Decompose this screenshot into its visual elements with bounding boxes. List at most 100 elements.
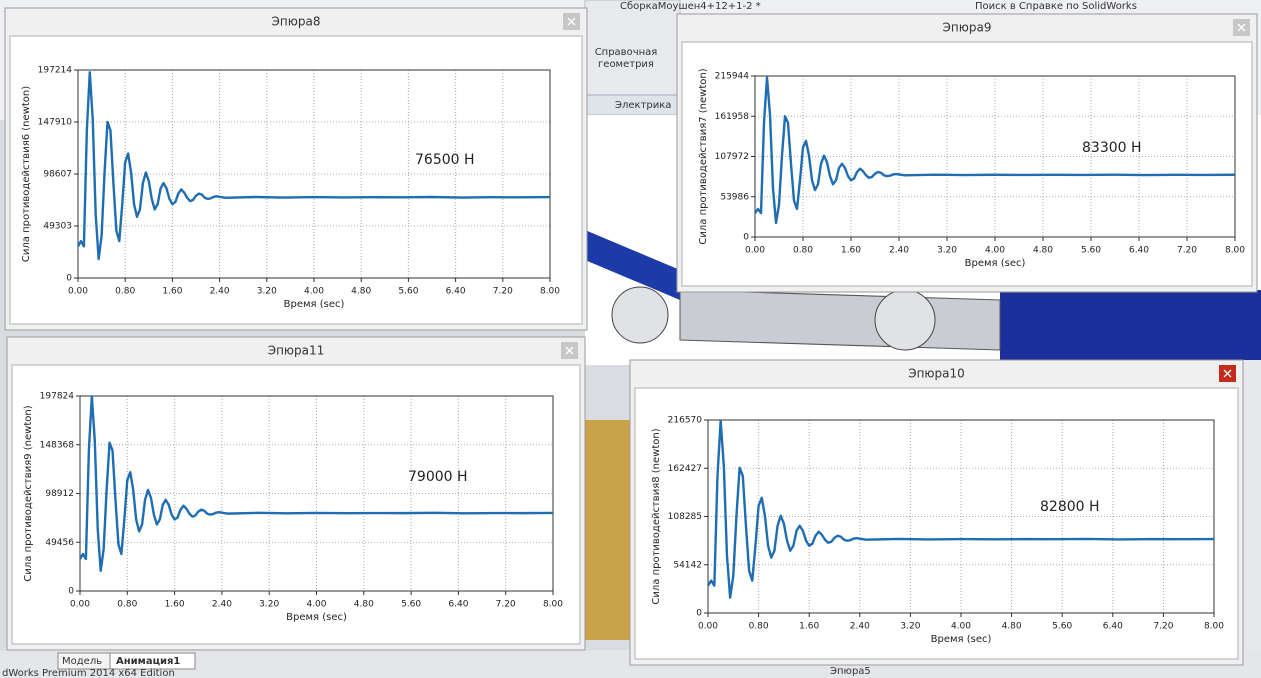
- model-part: [1000, 290, 1261, 360]
- side-panel: [1243, 360, 1261, 660]
- x-tick-label: 4.80: [1033, 246, 1053, 256]
- y-tick-label: 197214: [38, 66, 73, 76]
- x-tick-label: 8.00: [540, 287, 560, 297]
- annotation: 83300 Н: [1082, 140, 1142, 156]
- chart-window: Эпюра11 0 49456 98912 148368 197824 0.00 0.80 1.…: [7, 337, 585, 650]
- x-tick-label: 3.20: [257, 287, 277, 297]
- y-tick-label: 98912: [45, 489, 74, 499]
- x-tick-label: 3.20: [900, 622, 920, 632]
- close-button[interactable]: [563, 13, 580, 30]
- help-search[interactable]: Поиск в Справке по SolidWorks: [975, 1, 1137, 12]
- x-tick-label: 1.60: [799, 622, 819, 632]
- x-tick-label: 1.60: [162, 287, 182, 297]
- x-tick-label: 6.40: [446, 287, 466, 297]
- annotation: 82800 Н: [1040, 499, 1100, 515]
- x-tick-label: 2.40: [850, 622, 870, 632]
- y-tick-label: 197824: [40, 392, 75, 402]
- x-tick-label: 4.80: [354, 600, 374, 610]
- x-tick-label: 4.00: [951, 622, 971, 632]
- model-part: [680, 290, 1000, 350]
- x-tick-label: 0.00: [68, 287, 88, 297]
- x-tick-label: 0.00: [70, 600, 90, 610]
- x-tick-label: 5.60: [401, 600, 421, 610]
- y-tick-label: 53986: [720, 192, 749, 202]
- document-title: СборкаМоушен4+12+1-2 *: [620, 1, 761, 12]
- x-tick-label: 4.80: [351, 287, 371, 297]
- x-tick-label: 8.00: [1225, 246, 1245, 256]
- x-tick-label: 7.20: [496, 600, 516, 610]
- x-tick-label: 4.00: [306, 600, 326, 610]
- x-tick-label: 7.20: [1153, 622, 1173, 632]
- x-tick-label: 8.00: [543, 600, 563, 610]
- y-tick-label: 0: [743, 233, 749, 243]
- y-tick-label: 0: [696, 609, 702, 619]
- x-tick-label: 2.40: [889, 246, 909, 256]
- window-label: Эпюра5: [830, 666, 871, 677]
- status-text: dWorks Premium 2014 x64 Edition: [2, 668, 175, 678]
- x-tick-label: 4.00: [304, 287, 324, 297]
- tab-label[interactable]: Анимация1: [116, 656, 180, 667]
- wheel: [612, 287, 668, 343]
- toolbar-button[interactable]: геометрия: [598, 59, 654, 70]
- y-axis-label: Сила противодействия6 (newton): [21, 86, 32, 262]
- y-tick-label: 54142: [673, 560, 702, 570]
- tab[interactable]: Электрика: [615, 100, 671, 111]
- y-axis-label: Сила противодействия9 (newton): [23, 405, 34, 581]
- x-tick-label: 4.00: [985, 246, 1005, 256]
- y-tick-label: 215944: [715, 72, 750, 82]
- x-axis-label: Время (sec): [965, 258, 1026, 269]
- x-tick-label: 2.40: [210, 287, 230, 297]
- y-axis-label: Сила противодействия8 (newton): [651, 428, 662, 604]
- x-tick-label: 6.40: [1103, 622, 1123, 632]
- y-tick-label: 0: [66, 274, 72, 284]
- y-axis-label: Сила противодействия7 (newton): [698, 68, 709, 244]
- x-tick-label: 4.80: [1002, 622, 1022, 632]
- x-tick-label: 6.40: [448, 600, 468, 610]
- y-tick-label: 108285: [668, 512, 702, 522]
- x-tick-label: 0.00: [698, 622, 718, 632]
- screen: СборкаМоушен4+12+1-2 * Поиск в Справке п…: [0, 0, 1261, 678]
- x-tick-label: 0.00: [745, 246, 765, 256]
- y-tick-label: 161958: [715, 112, 750, 122]
- chart-window: Эпюра8 0 49303 98607 147910 197214 0.00 0.80 1.6…: [5, 8, 587, 330]
- y-tick-label: 216570: [668, 416, 703, 426]
- close-button[interactable]: [1233, 19, 1250, 36]
- x-tick-label: 7.20: [1177, 246, 1197, 256]
- y-tick-label: 148368: [40, 440, 75, 450]
- x-tick-label: 1.60: [165, 600, 185, 610]
- x-tick-label: 5.60: [398, 287, 418, 297]
- x-axis-label: Время (sec): [931, 634, 992, 645]
- x-tick-label: 3.20: [937, 246, 957, 256]
- annotation: 76500 Н: [415, 152, 475, 168]
- x-tick-label: 7.20: [493, 287, 513, 297]
- x-tick-label: 5.60: [1081, 246, 1101, 256]
- y-tick-label: 49303: [43, 222, 72, 232]
- y-tick-label: 162427: [668, 464, 702, 474]
- y-tick-label: 0: [68, 587, 74, 597]
- page: СборкаМоушен4+12+1-2 * Поиск в Справке п…: [0, 0, 1261, 678]
- toolbar-button[interactable]: Справочная: [595, 47, 658, 58]
- x-tick-label: 2.40: [212, 600, 232, 610]
- y-tick-label: 49456: [45, 538, 74, 548]
- y-tick-label: 107972: [715, 152, 749, 162]
- x-tick-label: 0.80: [749, 622, 769, 632]
- close-button[interactable]: [1219, 365, 1236, 382]
- wheel: [875, 290, 935, 350]
- x-tick-label: 0.80: [115, 287, 135, 297]
- x-tick-label: 0.80: [793, 246, 813, 256]
- y-tick-label: 147910: [38, 118, 73, 128]
- window-title: Эпюра11: [268, 344, 325, 358]
- y-tick-label: 98607: [43, 170, 72, 180]
- x-axis-label: Время (sec): [286, 612, 347, 623]
- tab-label[interactable]: Модель: [62, 656, 102, 667]
- x-tick-label: 3.20: [259, 600, 279, 610]
- x-tick-label: 0.80: [117, 600, 137, 610]
- close-button[interactable]: [561, 342, 578, 359]
- annotation: 79000 Н: [408, 469, 468, 485]
- x-tick-label: 8.00: [1204, 622, 1224, 632]
- stripes: [585, 420, 630, 640]
- x-axis-label: Время (sec): [284, 299, 345, 310]
- window-title: Эпюра8: [272, 15, 321, 29]
